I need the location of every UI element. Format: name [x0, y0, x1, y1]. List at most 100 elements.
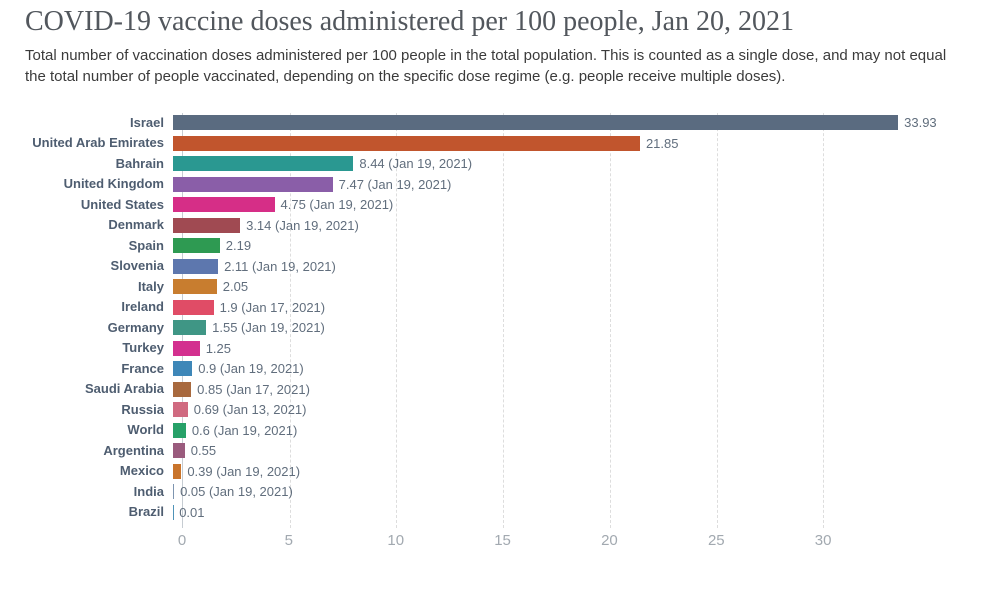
x-axis-tick-label: 30 [814, 531, 832, 549]
bar-zone: 3.14 (Jan 19, 2021) [173, 215, 921, 236]
page-subtitle: Total number of vaccination doses admini… [25, 46, 947, 85]
x-axis-tick-label: 20 [601, 531, 618, 549]
country-label[interactable]: Germany [107, 319, 164, 335]
country-label[interactable]: Bahrain [115, 155, 164, 171]
bar[interactable] [173, 197, 275, 213]
bar-zone: 2.05 [173, 277, 921, 298]
bar-value-label: 21.85 [645, 135, 679, 151]
bar-chart: Israel 33.93 United Arab Emirates 21.85 … [0, 112, 988, 556]
bar-zone: 2.11 (Jan 19, 2021) [173, 256, 921, 277]
bar-value-label: 0.05 (Jan 19, 2021) [180, 484, 293, 500]
bar[interactable] [173, 484, 175, 500]
country-label[interactable]: Mexico [119, 463, 164, 479]
bar[interactable] [173, 422, 186, 438]
country-label[interactable]: United States [80, 196, 164, 212]
bar-value-label: 8.44 (Jan 19, 2021) [359, 156, 473, 172]
bar[interactable] [173, 381, 192, 397]
bar-zone: 0.85 (Jan 17, 2021) [173, 379, 921, 400]
country-label[interactable]: Ireland [121, 299, 164, 315]
bar-zone: 0.55 [173, 441, 921, 462]
bar-zone: 21.85 [173, 133, 921, 154]
chart-row: United States 4.75 (Jan 19, 2021) [0, 195, 988, 216]
bar[interactable] [173, 258, 219, 274]
bar[interactable] [173, 463, 182, 479]
bar-value-label: 7.47 (Jan 19, 2021) [338, 176, 452, 192]
bar-zone: 7.47 (Jan 19, 2021) [173, 174, 921, 195]
bar-value-label: 2.11 (Jan 19, 2021) [224, 258, 336, 274]
bar-zone: 0.01 [173, 502, 921, 523]
country-label[interactable]: World [127, 422, 164, 438]
bar-value-label: 0.69 (Jan 13, 2021) [193, 402, 307, 418]
bar-value-label: 0.01 [179, 504, 205, 520]
bar[interactable] [173, 217, 241, 233]
country-label[interactable]: Turkey [122, 340, 164, 356]
bar-value-label: 4.75 (Jan 19, 2021) [280, 197, 394, 213]
bar[interactable] [173, 279, 217, 295]
bar-value-label: 0.85 (Jan 17, 2021) [197, 381, 310, 397]
bar[interactable] [173, 156, 354, 172]
chart-row: Germany 1.55 (Jan 19, 2021) [0, 318, 988, 339]
bar[interactable] [173, 115, 899, 131]
country-label[interactable]: Spain [128, 237, 164, 253]
x-axis-tick-label: 10 [387, 531, 405, 549]
x-axis-tick-label: 25 [707, 531, 725, 549]
chart-row: United Arab Emirates 21.85 [0, 133, 988, 154]
bar-zone: 4.75 (Jan 19, 2021) [173, 195, 921, 216]
country-label[interactable]: France [121, 360, 164, 376]
country-label[interactable]: Italy [137, 278, 164, 294]
bar[interactable] [173, 135, 640, 151]
x-axis: 0 5 10 15 20 25 30 [178, 530, 930, 556]
bar-zone: 0.39 (Jan 19, 2021) [173, 461, 921, 482]
chart-row: Spain 2.19 [0, 236, 988, 257]
chart-row: United Kingdom 7.47 (Jan 19, 2021) [0, 174, 988, 195]
bar-value-label: 2.19 [225, 238, 252, 254]
bar-value-label: 1.9 (Jan 17, 2021) [219, 299, 326, 315]
bar-zone: 1.9 (Jan 17, 2021) [173, 297, 921, 318]
x-axis-tick-label: 15 [494, 531, 511, 549]
country-label[interactable]: United Kingdom [63, 176, 164, 192]
chart-row: Brazil 0.01 [0, 502, 988, 523]
bar-zone: 1.25 [173, 338, 921, 359]
bar[interactable] [173, 299, 214, 315]
chart-plot-area: Israel 33.93 United Arab Emirates 21.85 … [0, 112, 988, 528]
bar-value-label: 2.05 [222, 279, 249, 295]
country-label[interactable]: United Arab Emirates [32, 135, 164, 151]
bar[interactable] [173, 443, 185, 459]
bar-zone: 8.44 (Jan 19, 2021) [173, 154, 921, 175]
bar[interactable] [173, 238, 220, 254]
country-label[interactable]: Slovenia [110, 258, 164, 274]
chart-row: Ireland 1.9 (Jan 17, 2021) [0, 297, 988, 318]
bar-zone: 33.93 [173, 113, 937, 134]
chart-row: Argentina 0.55 [0, 441, 988, 462]
chart-row: Bahrain 8.44 (Jan 19, 2021) [0, 154, 988, 175]
bar-value-label: 33.93 [904, 115, 937, 131]
country-label[interactable]: India [133, 483, 164, 499]
bar[interactable] [173, 402, 188, 418]
chart-row: Mexico 0.39 (Jan 19, 2021) [0, 461, 988, 482]
country-label[interactable]: Russia [121, 401, 164, 417]
country-label[interactable]: Brazil [128, 504, 164, 520]
bar-zone: 0.9 (Jan 19, 2021) [173, 359, 921, 380]
page-title: COVID-19 vaccine doses administered per … [25, 6, 795, 37]
chart-row: Italy 2.05 [0, 277, 988, 298]
bar[interactable] [173, 361, 193, 377]
chart-header: COVID-19 vaccine doses administered per … [0, 0, 988, 87]
bar[interactable] [173, 340, 200, 356]
bar-value-label: 1.25 [205, 340, 232, 356]
country-label[interactable]: Saudi Arabia [85, 381, 164, 397]
bar-value-label: 0.6 (Jan 19, 2021) [191, 422, 298, 438]
chart-row: Denmark 3.14 (Jan 19, 2021) [0, 215, 988, 236]
country-label[interactable]: Argentina [103, 442, 164, 458]
bar-zone: 0.05 (Jan 19, 2021) [173, 482, 921, 503]
x-axis-tick-label: 5 [284, 531, 294, 549]
chart-row: India 0.05 (Jan 19, 2021) [0, 482, 988, 503]
x-axis-tick-label: 0 [177, 531, 187, 549]
bar-value-label: 0.9 (Jan 19, 2021) [198, 361, 304, 377]
bar[interactable] [173, 320, 207, 336]
bar-value-label: 0.39 (Jan 19, 2021) [187, 463, 301, 479]
country-label[interactable]: Israel [130, 114, 164, 130]
chart-row: Russia 0.69 (Jan 13, 2021) [0, 400, 988, 421]
bar[interactable] [173, 176, 333, 192]
chart-row: World 0.6 (Jan 19, 2021) [0, 420, 988, 441]
country-label[interactable]: Denmark [108, 217, 164, 233]
